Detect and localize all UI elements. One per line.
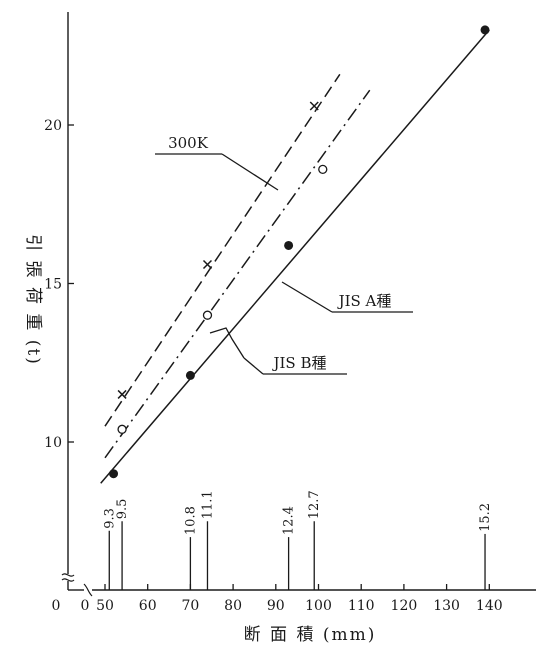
data-point-open — [117, 424, 127, 434]
x-tick-label: 70 — [181, 598, 199, 614]
diameter-label: 15.2 — [478, 503, 493, 532]
x-tick-label: 130 — [433, 598, 460, 614]
series-line-2 — [100, 29, 490, 484]
diameter-label: 9.3 — [102, 508, 117, 529]
brace-jis-b — [209, 327, 245, 359]
data-point-open — [318, 164, 328, 175]
data-point-x — [309, 101, 319, 111]
x-tick-label: 0 — [81, 598, 90, 614]
diameter-label: 9.5 — [115, 499, 130, 520]
series-layer — [100, 25, 490, 484]
x-tick-label: 100 — [305, 598, 332, 614]
y-axis-title: 引 張 荷 重 (t) — [23, 234, 43, 366]
axes: 10 15 20 0 0 50 60 70 80 90 100 110 120 130 140 — [44, 12, 536, 614]
series-line-0 — [104, 73, 341, 427]
data-point-x — [117, 389, 127, 399]
x-axis-title: 断 面 積 (mm) — [244, 625, 377, 645]
data-point-filled — [109, 469, 119, 479]
x-tick-label: 110 — [348, 598, 375, 614]
series-line-1 — [104, 89, 371, 459]
diameter-label: 11.1 — [200, 490, 215, 519]
x-tick-label: 60 — [139, 598, 157, 614]
diameter-label: 12.7 — [307, 490, 322, 519]
data-point-filled — [480, 25, 490, 35]
x-tick-label: 50 — [96, 598, 114, 614]
data-point-x — [202, 259, 213, 270]
y-zero-label: 0 — [52, 598, 61, 614]
y-tick-label: 10 — [44, 435, 62, 451]
x-tick-label: 120 — [391, 598, 418, 614]
label-300k: 300K — [168, 134, 209, 152]
x-tick-label: 80 — [224, 598, 242, 614]
x-axis-break — [83, 583, 93, 597]
data-point-filled — [284, 240, 294, 250]
data-point-open — [202, 310, 213, 320]
data-point-filled — [185, 370, 195, 380]
diameter-label: 12.4 — [282, 506, 297, 535]
diameter-label: 10.8 — [183, 506, 198, 535]
label-jis-a: JIS A種 — [337, 292, 392, 310]
y-tick-label: 20 — [44, 118, 62, 134]
leader-jis-b — [243, 357, 264, 375]
label-jis-b: JIS B種 — [271, 354, 326, 372]
y-tick-label: 15 — [44, 277, 62, 293]
leader-jis-a-slant — [281, 281, 333, 313]
annotations: 300K JIS A種 JIS B種 — [155, 134, 413, 375]
x-tick-label: 140 — [476, 598, 503, 614]
x-tick-label: 90 — [267, 598, 285, 614]
diameter-markers: 9.39.5 10.811.1 12.4 12.7 15.2 — [102, 490, 493, 590]
y-axis-break — [61, 573, 75, 582]
leader-300k-slant — [221, 153, 279, 191]
